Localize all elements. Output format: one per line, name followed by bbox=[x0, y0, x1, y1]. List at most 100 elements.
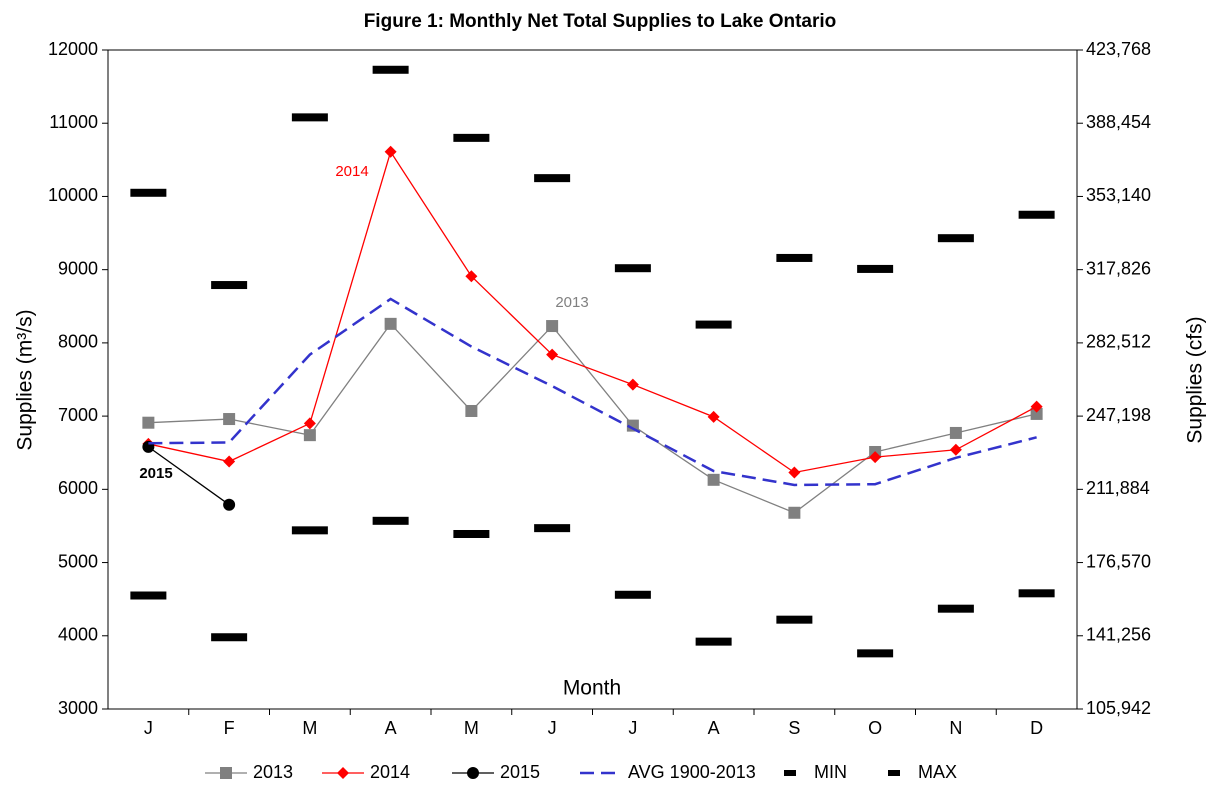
y-tick-label: 7000 bbox=[58, 405, 98, 425]
x-tick-label: O bbox=[868, 718, 882, 738]
data-point bbox=[857, 264, 894, 273]
annotation: 2013 bbox=[555, 294, 588, 311]
x-tick-label: N bbox=[949, 718, 962, 738]
y2-axis-title: Supplies (cfs) bbox=[1184, 316, 1207, 443]
data-point bbox=[546, 348, 559, 361]
data-point bbox=[465, 404, 478, 417]
data-point bbox=[857, 649, 894, 658]
y2-tick-label: 211,884 bbox=[1086, 478, 1150, 498]
x-tick-label: F bbox=[224, 718, 235, 738]
legend-marker bbox=[888, 770, 900, 776]
data-point bbox=[626, 378, 639, 391]
data-point bbox=[291, 113, 328, 122]
x-tick-label: S bbox=[788, 718, 800, 738]
x-tick-label: J bbox=[628, 718, 637, 738]
data-point bbox=[776, 253, 813, 262]
y2-tick-label: 423,768 bbox=[1086, 39, 1151, 59]
legend-item: 2014 bbox=[322, 762, 410, 782]
y2-tick-label: 282,512 bbox=[1086, 332, 1151, 352]
data-point bbox=[534, 524, 571, 533]
y-tick-label: 8000 bbox=[58, 332, 98, 352]
data-point bbox=[788, 466, 801, 479]
legend-label: MAX bbox=[918, 762, 957, 782]
series-line bbox=[147, 446, 230, 506]
data-point bbox=[707, 473, 720, 486]
data-point bbox=[949, 426, 962, 439]
data-point bbox=[453, 133, 490, 142]
x-tick-label: D bbox=[1030, 718, 1043, 738]
data-point bbox=[142, 416, 155, 429]
data-point bbox=[1018, 210, 1055, 219]
data-point bbox=[211, 281, 248, 290]
data-point bbox=[546, 320, 559, 333]
y2-tick-label: 176,570 bbox=[1086, 551, 1151, 571]
y2-tick-label: 105,942 bbox=[1086, 698, 1151, 718]
data-point bbox=[534, 174, 571, 183]
legend-marker bbox=[220, 767, 232, 779]
legend-marker bbox=[467, 767, 479, 779]
x-tick-label: J bbox=[144, 718, 153, 738]
x-tick-label: A bbox=[385, 718, 397, 738]
data-point bbox=[130, 188, 167, 197]
data-point bbox=[788, 506, 801, 519]
data-point bbox=[1030, 400, 1043, 413]
x-tick-label: A bbox=[708, 718, 720, 738]
y-tick-label: 5000 bbox=[58, 551, 98, 571]
data-point bbox=[291, 526, 328, 535]
y-tick-label: 6000 bbox=[58, 478, 98, 498]
legend-label: 2014 bbox=[370, 762, 410, 782]
legend-label: AVG 1900-2013 bbox=[628, 762, 756, 782]
annotation: 2014 bbox=[335, 163, 368, 180]
data-point bbox=[372, 516, 409, 525]
data-point bbox=[614, 264, 651, 273]
y-tick-label: 9000 bbox=[58, 258, 98, 278]
data-point bbox=[303, 417, 316, 430]
legend-item: AVG 1900-2013 bbox=[580, 762, 756, 782]
y2-tick-label: 388,454 bbox=[1086, 112, 1151, 132]
data-point bbox=[223, 413, 236, 426]
y-tick-label: 4000 bbox=[58, 625, 98, 645]
y2-tick-label: 317,826 bbox=[1086, 258, 1151, 278]
data-point bbox=[223, 455, 236, 468]
x-tick-label: J bbox=[548, 718, 557, 738]
data-point bbox=[1030, 407, 1043, 420]
data-point bbox=[211, 633, 248, 642]
y-tick-label: 10000 bbox=[48, 185, 98, 205]
data-point bbox=[384, 145, 397, 158]
series-line bbox=[148, 297, 1037, 487]
legend-label: 2013 bbox=[253, 762, 293, 782]
x-axis-title: Month bbox=[563, 677, 621, 700]
data-point bbox=[614, 590, 651, 599]
legend-label: MIN bbox=[814, 762, 847, 782]
data-point bbox=[695, 320, 732, 329]
x-tick-label: M bbox=[464, 718, 479, 738]
data-point bbox=[869, 451, 882, 464]
legend-item: MIN bbox=[784, 762, 847, 782]
data-point bbox=[465, 270, 478, 283]
y-axis-title: Supplies (m³/s) bbox=[14, 309, 37, 450]
data-point bbox=[372, 65, 409, 74]
data-point bbox=[223, 498, 236, 511]
series-line bbox=[148, 150, 1037, 474]
data-point bbox=[303, 429, 316, 442]
data-point bbox=[707, 410, 720, 423]
legend-item: 2013 bbox=[205, 762, 293, 782]
data-point bbox=[776, 615, 813, 624]
legend-item: MAX bbox=[888, 762, 957, 782]
annotation: 2015 bbox=[139, 465, 172, 482]
y-tick-label: 3000 bbox=[58, 698, 98, 718]
data-point bbox=[384, 317, 397, 330]
x-tick-label: M bbox=[302, 718, 317, 738]
data-point bbox=[695, 637, 732, 646]
y-tick-label: 11000 bbox=[49, 112, 98, 132]
data-point bbox=[1018, 589, 1055, 598]
y2-tick-label: 353,140 bbox=[1086, 185, 1151, 205]
y2-tick-label: 141,256 bbox=[1086, 625, 1151, 645]
data-point bbox=[937, 604, 974, 613]
data-point bbox=[937, 234, 974, 243]
data-point bbox=[626, 419, 639, 432]
data-point bbox=[130, 591, 167, 600]
data-point bbox=[453, 529, 490, 538]
y-tick-label: 12000 bbox=[48, 39, 98, 59]
